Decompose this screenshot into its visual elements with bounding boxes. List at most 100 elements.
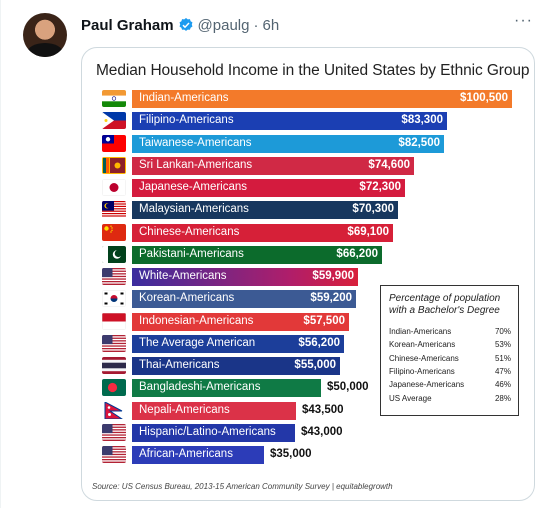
bar-value: $50,000 <box>327 381 369 394</box>
bar-value: $59,900 <box>312 270 354 282</box>
bar-label: Korean-Americans <box>139 292 235 305</box>
philippines-flag-icon <box>102 112 126 130</box>
bar: Malaysian-Americans $70,300 <box>132 201 398 220</box>
verified-badge-icon <box>179 18 193 31</box>
more-options-icon[interactable]: ··· <box>514 12 533 29</box>
legend-label: US Average <box>389 393 432 403</box>
legend-value: 28% <box>494 393 511 403</box>
bar: Pakistani-Americans $66,200 <box>132 245 382 264</box>
bar-value: $100,500 <box>460 92 508 104</box>
bar: Hispanic/Latino-Americans $43,000 <box>132 423 343 442</box>
bar-label: Indonesian-Americans <box>139 314 254 327</box>
bar-label: Malaysian-Americans <box>139 203 249 216</box>
bar-label: Filipino-Americans <box>139 114 234 127</box>
bar: Bangladeshi-Americans $50,000 <box>132 379 369 398</box>
timestamp[interactable]: 6h <box>262 16 280 34</box>
japan-flag-icon <box>102 179 126 196</box>
legend-label: Japanese-Americans <box>389 380 465 390</box>
legend-row: Korean-Americans 53% <box>389 340 511 351</box>
sri-lanka-flag-icon <box>102 156 126 174</box>
chart-title: Median Household Income in the United St… <box>96 62 530 79</box>
legend-row: Filipino-Americans 47% <box>389 367 511 378</box>
bar: The Average American $56,200 <box>132 334 344 353</box>
bar-value: $82,500 <box>398 136 440 149</box>
media-card[interactable]: Median Household Income in the United St… <box>81 47 535 501</box>
china-flag-icon <box>102 223 126 241</box>
source-note: Source: US Census Bureau, 2013-15 Americ… <box>92 482 393 491</box>
bar-label: White-Americans <box>139 270 227 282</box>
bar-label: African-Americans <box>139 448 233 460</box>
legend-value: 46% <box>494 380 511 390</box>
bar-value: $43,500 <box>302 403 344 416</box>
nepal-flag-icon <box>102 401 126 419</box>
bar-value: $74,600 <box>368 158 410 171</box>
bar-label: Bangladeshi-Americans <box>139 381 261 394</box>
bar-label: Hispanic/Latino-Americans <box>139 425 276 438</box>
usa-flag-icon <box>102 423 126 441</box>
bar: Chinese-Americans $69,100 <box>132 223 393 242</box>
avatar[interactable] <box>23 13 67 57</box>
usa-flag-icon <box>102 268 126 285</box>
bar-value: $59,200 <box>310 292 352 305</box>
bar: Thai-Americans $55,000 <box>132 357 340 375</box>
legend-label: Chinese-Americans <box>389 353 459 363</box>
bar: White-Americans $59,900 <box>132 268 358 286</box>
bar-label: Chinese-Americans <box>139 225 240 238</box>
bar: Sri Lankan-Americans $74,600 <box>132 156 414 175</box>
bar-value: $57,500 <box>303 314 345 327</box>
bar: Nepali-Americans $43,500 <box>132 401 344 420</box>
malaysia-flag-icon <box>102 201 126 219</box>
bar-label: Taiwanese-Americans <box>139 136 252 149</box>
bar-label: The Average American <box>139 336 256 349</box>
pakistan-flag-icon <box>102 245 126 263</box>
bangladesh-flag-icon <box>102 379 126 397</box>
bar: Indian-Americans $100,500 <box>132 90 512 108</box>
separator: · <box>253 16 259 34</box>
bar-value: $66,200 <box>336 247 378 260</box>
usa-flag-icon <box>102 334 126 352</box>
legend-row: Indian-Americans 70% <box>389 327 511 338</box>
usa-flag-icon <box>102 446 126 463</box>
legend-value: 53% <box>494 340 511 350</box>
legend-label: Korean-Americans <box>389 340 456 350</box>
bar: Korean-Americans $59,200 <box>132 290 356 309</box>
legend-label: Filipino-Americans <box>389 366 455 376</box>
bar-value: $43,000 <box>301 425 343 438</box>
bar-value: $72,300 <box>359 181 401 193</box>
tweet-header: Paul Graham @paulg · 6h <box>81 15 279 35</box>
legend-value: 47% <box>494 366 511 376</box>
indonesia-flag-icon <box>102 312 126 330</box>
legend-row: Japanese-Americans 46% <box>389 380 511 391</box>
bar-label: Sri Lankan-Americans <box>139 158 253 171</box>
legend-label: Indian-Americans <box>389 327 452 336</box>
legend-row: US Average 28% <box>389 394 511 405</box>
bar-value: $70,300 <box>352 203 394 216</box>
bar-label: Thai-Americans <box>139 359 220 371</box>
bar-label: Pakistani-Americans <box>139 247 244 260</box>
bar-label: Indian-Americans <box>139 92 229 104</box>
bar-label: Nepali-Americans <box>139 403 230 416</box>
legend-row: Chinese-Americans 51% <box>389 354 511 365</box>
bar-value: $35,000 <box>270 448 312 460</box>
bar-value: $55,000 <box>294 359 336 371</box>
legend-title: Percentage of population with a Bachelor… <box>389 293 501 316</box>
legend-value: 70% <box>494 327 511 336</box>
author-name[interactable]: Paul Graham <box>81 16 174 34</box>
bar: Filipino-Americans $83,300 <box>132 112 447 131</box>
bar-label: Japanese-Americans <box>139 181 248 193</box>
bar: Indonesian-Americans $57,500 <box>132 312 349 331</box>
taiwan-flag-icon <box>102 134 126 152</box>
bar-value: $83,300 <box>401 114 443 127</box>
legend-box: Percentage of population with a Bachelor… <box>380 285 519 416</box>
author-handle[interactable]: @paulg <box>197 16 250 34</box>
bar: African-Americans $35,000 <box>132 446 312 464</box>
india-flag-icon <box>102 90 126 107</box>
bar-value: $69,100 <box>347 225 389 238</box>
korea-flag-icon <box>102 290 126 308</box>
bar: Taiwanese-Americans $82,500 <box>132 134 444 153</box>
bar-value: $56,200 <box>298 336 340 349</box>
legend-value: 51% <box>494 353 511 363</box>
bar: Japanese-Americans $72,300 <box>132 179 405 197</box>
thailand-flag-icon <box>102 357 126 374</box>
